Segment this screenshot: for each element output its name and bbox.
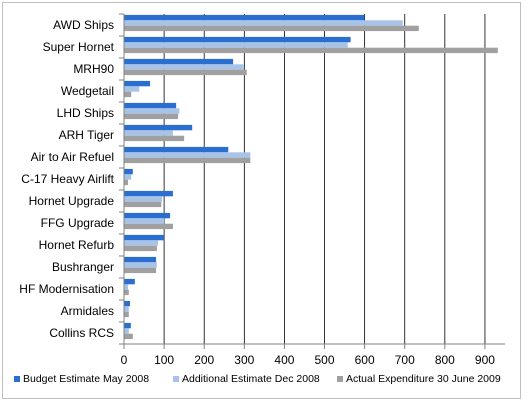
x-tick-label-100: 100	[154, 353, 174, 367]
legend-label-3: Actual Expenditure 30 June 2009	[346, 373, 501, 385]
x-tick-label-300: 300	[234, 353, 254, 367]
legend-swatch-1	[14, 376, 20, 382]
legend-label-1: Budget Estimate May 2008	[23, 373, 149, 385]
x-tick-label-500: 500	[315, 353, 335, 367]
bar-armidales-series-1	[124, 300, 131, 307]
bar-air-to-air-refuel-series-2	[124, 152, 251, 158]
bar-ffg-upgrade-series-2	[124, 218, 165, 224]
bar-hornet-refurb-series-1	[124, 234, 165, 241]
category-label-awd-ships: AWD Ships	[53, 18, 114, 32]
category-label-collins-rcs: Collins RCS	[49, 326, 114, 340]
bar-wedgetail-series-2	[124, 86, 140, 92]
bar-hf-modernisation-series-2	[124, 284, 129, 290]
legend: Budget Estimate May 2008 Additional Estim…	[14, 373, 501, 385]
bar-super-hornet-series-3	[124, 47, 498, 54]
bar-bushranger-series-3	[124, 267, 157, 274]
category-label-bushranger: Bushranger	[52, 260, 114, 274]
bar-air-to-air-refuel-series-3	[124, 157, 251, 164]
legend-swatch-3	[337, 376, 343, 382]
bar-wedgetail-series-3	[124, 91, 132, 98]
category-label-hornet-upgrade: Hornet Upgrade	[29, 194, 115, 208]
bar-air-to-air-refuel-series-1	[124, 146, 229, 153]
bar-mrh90-series-1	[124, 58, 234, 65]
bar-collins-rcs-series-3	[124, 333, 133, 340]
category-label-armidales: Armidales	[61, 304, 114, 318]
bar-lhd-ships-series-2	[124, 108, 180, 114]
category-label-super-hornet: Super Hornet	[43, 40, 115, 54]
bar-hornet-refurb-series-2	[124, 240, 159, 246]
bar-awd-ships-series-3	[124, 25, 419, 32]
bar-bushranger-series-2	[124, 262, 157, 268]
bar-lhd-ships-series-1	[124, 102, 177, 109]
category-label-wedgetail: Wedgetail	[61, 84, 114, 98]
bar-arh-tiger-series-2	[124, 130, 173, 136]
x-tick-label-400: 400	[274, 353, 294, 367]
bars	[124, 14, 498, 340]
x-tick-label-0: 0	[121, 353, 128, 367]
category-label-ffg-upgrade: FFG Upgrade	[41, 216, 115, 230]
bar-c-17-heavy-airlift-series-3	[124, 179, 129, 186]
bar-awd-ships-series-2	[124, 20, 403, 26]
category-label-c-17-heavy-airlift: C-17 Heavy Airlift	[21, 172, 114, 186]
x-tick-label-800: 800	[435, 353, 455, 367]
x-tick-label-600: 600	[355, 353, 375, 367]
category-label-hf-modernisation: HF Modernisation	[19, 282, 114, 296]
bar-armidales-series-3	[124, 311, 129, 318]
category-labels: AWD Ships Super Hornet MRH90 Wedgetail LHD S…	[19, 18, 114, 340]
bar-ffg-upgrade-series-3	[124, 223, 173, 230]
bar-hornet-upgrade-series-1	[124, 190, 173, 197]
bar-super-hornet-series-1	[124, 36, 351, 43]
bar-super-hornet-series-2	[124, 42, 348, 48]
bar-wedgetail-series-1	[124, 80, 151, 87]
bar-hornet-upgrade-series-3	[124, 201, 162, 208]
x-tick-label-900: 900	[475, 353, 495, 367]
legend-label-2: Additional Estimate Dec 2008	[182, 373, 320, 385]
category-label-arh-tiger: ARH Tiger	[59, 128, 114, 142]
bar-c-17-heavy-airlift-series-2	[124, 174, 132, 180]
legend-swatch-2	[173, 376, 179, 382]
bar-hf-modernisation-series-3	[124, 289, 129, 296]
bar-hornet-upgrade-series-2	[124, 196, 163, 202]
bar-hf-modernisation-series-1	[124, 278, 135, 285]
x-tick-labels: 0 100 200 300 400 500 600 700 800 900	[121, 353, 496, 367]
category-label-air-to-air-refuel: Air to Air Refuel	[31, 150, 114, 164]
bar-mrh90-series-2	[124, 64, 244, 70]
bar-arh-tiger-series-1	[124, 124, 193, 131]
bar-bushranger-series-1	[124, 256, 157, 263]
bar-collins-rcs-series-2	[124, 328, 129, 334]
bar-collins-rcs-series-1	[124, 322, 131, 329]
category-label-hornet-refurb: Hornet Refurb	[39, 238, 115, 252]
bar-mrh90-series-3	[124, 69, 247, 76]
bar-arh-tiger-series-3	[124, 135, 185, 142]
category-label-mrh90: MRH90	[73, 62, 114, 76]
bar-armidales-series-2	[124, 306, 129, 312]
bar-c-17-heavy-airlift-series-1	[124, 168, 133, 175]
axes	[119, 13, 505, 349]
bar-hornet-refurb-series-3	[124, 245, 157, 252]
bar-awd-ships-series-1	[124, 14, 365, 21]
chart-frame	[2, 2, 521, 399]
bar-ffg-upgrade-series-1	[124, 212, 171, 219]
x-tick-label-700: 700	[395, 353, 415, 367]
category-label-lhd-ships: LHD Ships	[57, 106, 114, 120]
bar-lhd-ships-series-3	[124, 113, 179, 120]
x-tick-label-200: 200	[194, 353, 214, 367]
